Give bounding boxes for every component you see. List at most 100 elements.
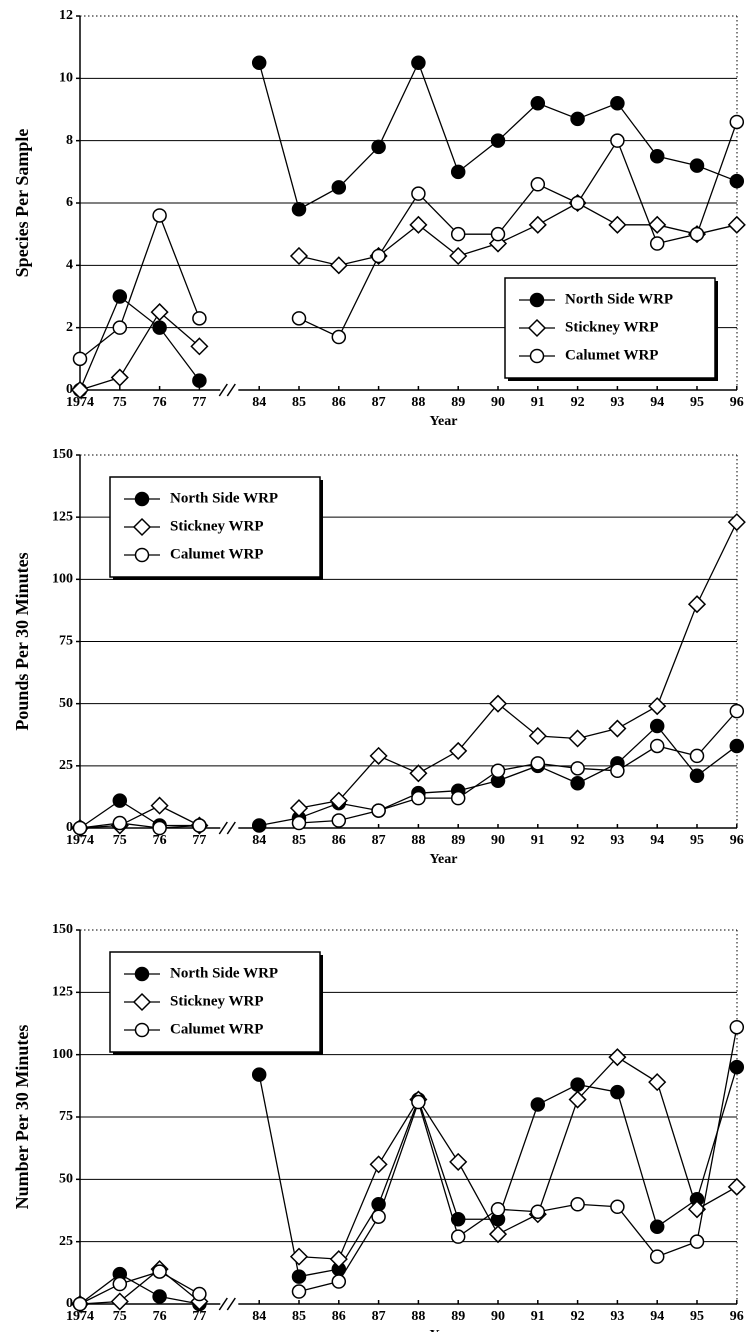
marker <box>291 311 307 326</box>
x-tick-label: 89 <box>451 1309 465 1324</box>
legend-label: North Side WRP <box>565 291 673 307</box>
x-tick-label: 85 <box>292 395 306 410</box>
marker <box>450 164 466 180</box>
marker <box>152 208 167 223</box>
x-tick-label: 93 <box>610 1309 624 1324</box>
x-tick-label: 87 <box>372 395 386 410</box>
marker <box>687 595 707 614</box>
x-tick-label: 89 <box>451 833 465 848</box>
y-tick-label: 0 <box>66 820 73 835</box>
series-line <box>79 822 200 829</box>
marker <box>134 1022 150 1038</box>
marker <box>530 177 546 192</box>
series-line <box>258 1066 738 1278</box>
x-axis-label: Year <box>430 414 458 429</box>
x-tick-label: 76 <box>153 1309 167 1324</box>
series-line <box>298 1056 738 1260</box>
marker <box>729 1019 745 1035</box>
panel: 0 25 50 75 100 125 150 1974 75 76 77 84 85 86 87 88 89 90… <box>12 922 746 1332</box>
y-tick-label: 100 <box>52 572 73 587</box>
x-tick-label: 91 <box>531 395 545 410</box>
y-tick-label: 75 <box>59 1109 73 1124</box>
legend-label: Stickney WRP <box>565 319 658 335</box>
series-line <box>298 202 737 267</box>
x-tick-label: 75 <box>113 833 127 848</box>
x-tick-label: 94 <box>650 395 664 410</box>
series-line <box>79 213 201 360</box>
marker <box>192 1286 207 1302</box>
x-tick-label: 90 <box>491 395 505 410</box>
x-tick-label: 84 <box>252 1309 266 1324</box>
marker <box>134 547 150 563</box>
x-tick-label: 96 <box>730 833 744 848</box>
series-line <box>79 1270 200 1305</box>
marker <box>729 114 745 130</box>
marker <box>529 292 545 308</box>
marker <box>649 718 665 734</box>
marker <box>570 195 585 211</box>
marker <box>608 719 627 738</box>
marker <box>192 311 207 326</box>
y-tick-label: 75 <box>59 634 73 649</box>
marker <box>490 1202 506 1217</box>
marker <box>727 513 746 532</box>
marker <box>530 756 546 771</box>
x-tick-label: 76 <box>153 833 167 848</box>
series-line <box>79 1273 200 1305</box>
marker <box>490 763 506 779</box>
marker <box>530 1204 546 1219</box>
y-tick-label: 100 <box>52 1047 73 1062</box>
marker <box>649 149 665 164</box>
legend-label: Stickney WRP <box>170 993 263 1009</box>
marker <box>729 703 745 719</box>
x-tick-label: 1974 <box>66 1309 94 1324</box>
y-tick-label: 125 <box>52 985 73 1000</box>
x-tick-label: 95 <box>690 395 704 410</box>
x-tick-label: 1974 <box>66 395 94 410</box>
panel: 0 25 50 75 100 125 150 1974 75 76 77 84 85 86 87 88 89 90… <box>12 447 746 867</box>
marker <box>570 761 585 776</box>
marker <box>411 55 426 70</box>
marker <box>450 226 466 242</box>
marker <box>371 803 386 818</box>
axis-break <box>218 1297 228 1311</box>
legend-label: Calumet WRP <box>170 1021 263 1037</box>
series-line <box>298 710 738 824</box>
marker <box>150 303 169 322</box>
x-tick-label: 86 <box>332 395 346 410</box>
marker <box>490 133 506 148</box>
marker <box>610 1084 625 1100</box>
x-tick-label: 91 <box>531 833 545 848</box>
x-tick-label: 75 <box>113 1309 127 1324</box>
marker <box>251 818 267 833</box>
marker <box>689 158 705 173</box>
y-tick-label: 2 <box>66 320 73 335</box>
marker <box>449 741 468 760</box>
marker <box>110 368 129 387</box>
marker <box>570 1197 585 1212</box>
y-tick-label: 125 <box>52 509 73 524</box>
x-tick-label: 88 <box>411 833 425 848</box>
x-tick-label: 86 <box>332 1309 346 1324</box>
x-axis-label: Year <box>430 852 458 867</box>
marker <box>331 1274 347 1289</box>
y-tick-label: 150 <box>52 922 73 937</box>
marker <box>152 820 167 836</box>
marker <box>490 226 506 242</box>
x-tick-label: 88 <box>411 395 425 410</box>
marker <box>134 966 150 982</box>
x-tick-label: 88 <box>411 1309 425 1324</box>
marker <box>570 775 585 791</box>
series-line <box>79 311 200 391</box>
marker <box>411 1094 426 1110</box>
marker <box>729 738 745 754</box>
marker <box>488 1225 508 1244</box>
marker <box>132 517 152 537</box>
x-tick-label: 91 <box>531 1309 545 1324</box>
marker <box>331 329 347 345</box>
y-tick-label: 150 <box>52 447 73 462</box>
marker <box>291 1269 307 1284</box>
marker <box>687 1200 707 1219</box>
marker <box>371 248 386 264</box>
legend-label: North Side WRP <box>170 490 278 506</box>
